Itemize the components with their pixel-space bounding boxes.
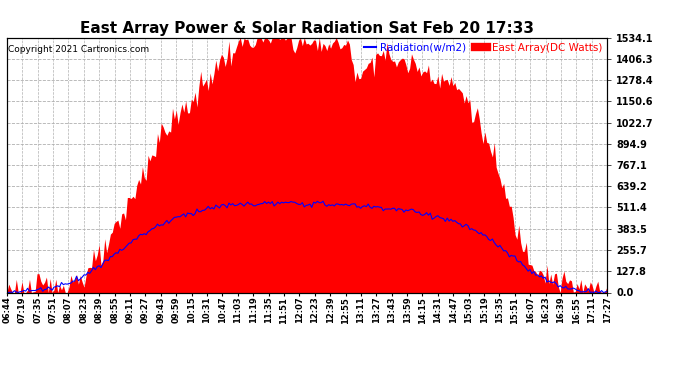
Legend: Radiation(w/m2), East Array(DC Watts): Radiation(w/m2), East Array(DC Watts) bbox=[364, 43, 602, 53]
Title: East Array Power & Solar Radiation Sat Feb 20 17:33: East Array Power & Solar Radiation Sat F… bbox=[80, 21, 534, 36]
Text: Copyright 2021 Cartronics.com: Copyright 2021 Cartronics.com bbox=[8, 45, 149, 54]
